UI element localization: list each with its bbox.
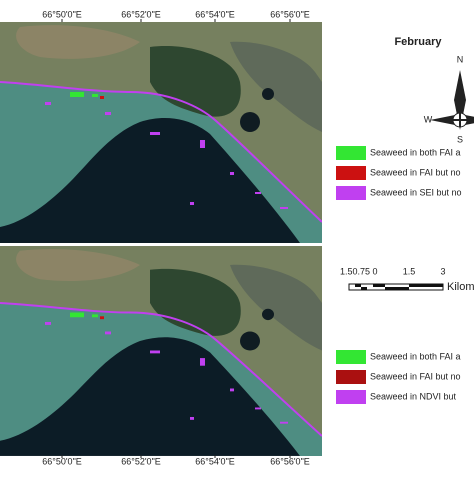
axis-label-top: 66°56'0"E — [270, 9, 310, 19]
compass — [430, 70, 474, 130]
axis-label-bottom: 66°54'0"E — [195, 456, 235, 466]
axis-label-bottom: 66°50'0"E — [42, 456, 82, 466]
legend-swatch — [336, 186, 366, 200]
scale-label: 1.50.75 0 — [340, 266, 378, 276]
axis-label-top: 66°50'0"E — [42, 9, 82, 19]
map-panel-top — [0, 22, 322, 243]
legend-label: Seaweed in FAI but no — [370, 371, 461, 381]
scale-unit: Kilom — [447, 281, 474, 293]
legend-label: Seaweed in both FAI a — [370, 147, 461, 157]
legend-swatch — [336, 370, 366, 384]
scale-label: 1.5 — [403, 266, 416, 276]
legend-swatch — [336, 166, 366, 180]
axis-label-top: 66°54'0"E — [195, 9, 235, 19]
legend-label: Seaweed in SEI but no — [370, 187, 462, 197]
legend-label: Seaweed in FAI but no — [370, 167, 461, 177]
legend-swatch — [336, 390, 366, 404]
legend-swatch — [336, 350, 366, 364]
legend-swatch — [336, 146, 366, 160]
map-panel-bottom — [0, 246, 322, 456]
axis-label-bottom: 66°52'0"E — [121, 456, 161, 466]
compass-north: N — [457, 54, 464, 64]
scale-bar — [348, 283, 444, 291]
axis-label-top: 66°52'0"E — [121, 9, 161, 19]
map-title: February — [394, 36, 442, 48]
scale-label: 3 — [440, 266, 445, 276]
legend-label: Seaweed in NDVI but — [370, 391, 457, 401]
compass-west: W — [424, 114, 433, 124]
axis-label-bottom: 66°56'0"E — [270, 456, 310, 466]
legend-label: Seaweed in both FAI a — [370, 351, 461, 361]
compass-south: S — [457, 134, 463, 144]
